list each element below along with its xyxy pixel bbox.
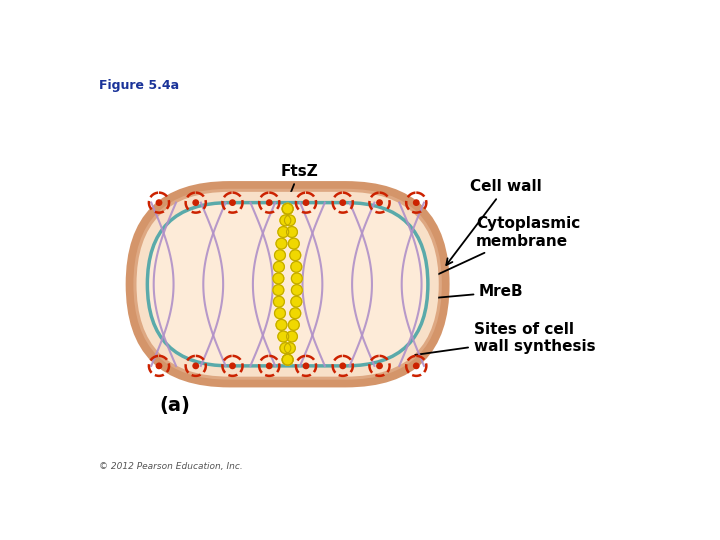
Circle shape (413, 200, 419, 205)
Circle shape (289, 320, 300, 330)
Circle shape (276, 238, 287, 249)
Text: FtsZ: FtsZ (280, 164, 318, 206)
Circle shape (377, 363, 382, 369)
FancyBboxPatch shape (126, 181, 449, 387)
Circle shape (290, 308, 301, 319)
Circle shape (230, 363, 235, 369)
Circle shape (292, 273, 302, 284)
Circle shape (303, 363, 309, 369)
Text: Cell wall: Cell wall (446, 179, 541, 265)
Circle shape (230, 200, 235, 205)
Circle shape (291, 296, 302, 307)
Circle shape (287, 227, 297, 238)
Circle shape (278, 227, 289, 238)
Circle shape (282, 204, 293, 214)
Circle shape (266, 200, 272, 205)
Circle shape (193, 363, 199, 369)
Circle shape (284, 215, 295, 226)
Circle shape (156, 200, 162, 205)
Circle shape (274, 250, 285, 261)
Text: Figure 5.4a: Figure 5.4a (99, 79, 179, 92)
Circle shape (284, 343, 295, 354)
Circle shape (282, 204, 293, 214)
Circle shape (273, 285, 284, 295)
FancyBboxPatch shape (133, 189, 442, 380)
Text: MreB: MreB (420, 285, 523, 302)
Circle shape (276, 320, 287, 330)
Circle shape (193, 200, 199, 205)
Circle shape (280, 215, 291, 226)
Circle shape (274, 308, 285, 319)
Circle shape (303, 200, 309, 205)
Circle shape (156, 363, 162, 369)
Circle shape (291, 261, 302, 272)
Circle shape (413, 363, 419, 369)
Circle shape (340, 363, 346, 369)
Circle shape (287, 331, 297, 342)
Circle shape (282, 354, 293, 365)
Circle shape (289, 238, 300, 249)
Circle shape (274, 296, 284, 307)
Text: (a): (a) (160, 396, 191, 415)
Circle shape (266, 363, 272, 369)
Circle shape (292, 285, 302, 295)
Text: © 2012 Pearson Education, Inc.: © 2012 Pearson Education, Inc. (99, 462, 243, 471)
Circle shape (274, 261, 284, 272)
Circle shape (340, 200, 346, 205)
Circle shape (280, 343, 291, 354)
Circle shape (282, 354, 293, 365)
Text: Cytoplasmic
membrane: Cytoplasmic membrane (429, 217, 580, 279)
FancyBboxPatch shape (148, 202, 428, 366)
Circle shape (290, 250, 301, 261)
Circle shape (273, 273, 284, 284)
FancyBboxPatch shape (137, 192, 438, 377)
Circle shape (377, 200, 382, 205)
Circle shape (278, 331, 289, 342)
Text: Sites of cell
wall synthesis: Sites of cell wall synthesis (331, 322, 595, 369)
